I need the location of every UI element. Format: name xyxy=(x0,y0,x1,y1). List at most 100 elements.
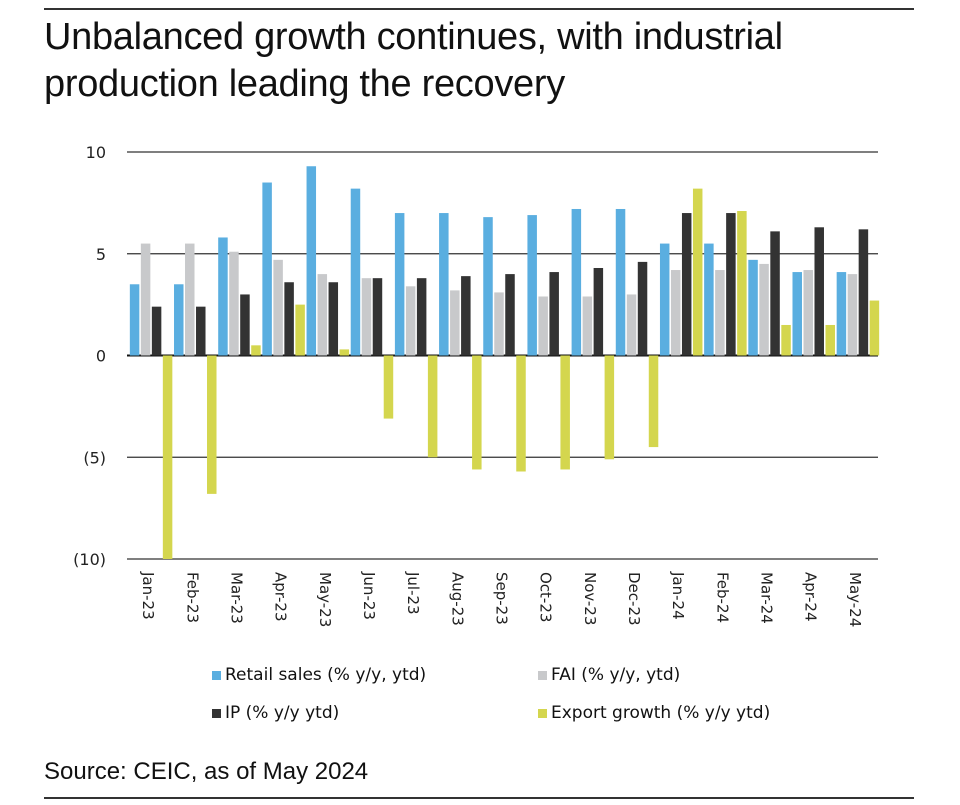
legend-swatch-ip xyxy=(212,708,221,718)
bar-export-may-23 xyxy=(339,349,350,356)
legend-item-fai: FAI (% y/y, ytd) xyxy=(538,665,680,685)
bottom-rule xyxy=(44,797,914,799)
bar-ip-nov-23 xyxy=(593,267,604,356)
bar-ip-mar-24 xyxy=(770,231,780,356)
source-note: Source: CEIC, as of May 2024 xyxy=(44,758,369,785)
bar-fai-feb-23 xyxy=(185,243,195,356)
legend-swatch-export-growth xyxy=(538,708,547,718)
legend-swatch-fai xyxy=(538,670,547,680)
bar-retail-jun-23 xyxy=(350,188,361,356)
legend-label-export-growth: Export growth (% y/y ytd) xyxy=(551,703,771,723)
y-tick-label: (5) xyxy=(83,448,106,467)
x-tick-label: Dec-23 xyxy=(625,572,643,626)
bar-ip-feb-23 xyxy=(196,306,206,356)
legend-swatch-retail-sales xyxy=(212,670,221,680)
bar-ip-aug-23 xyxy=(461,276,471,356)
x-axis-tick-labels: Jan-23 Feb-23 Mar-23 Apr-23 May-23 Jun-23 Jul-… xyxy=(139,571,864,627)
bar-export-feb-24 xyxy=(737,211,747,356)
bar-fai-apr-24 xyxy=(803,270,813,356)
bar-export-jul-23 xyxy=(427,355,438,458)
bar-export-jan-24 xyxy=(692,188,703,356)
bar-export-mar-23 xyxy=(251,345,261,356)
bar-retail-mar-24 xyxy=(748,259,758,356)
bar-ip-feb-24 xyxy=(726,213,736,356)
bar-export-may-24 xyxy=(869,300,880,356)
bar-fai-mar-24 xyxy=(759,263,769,356)
x-tick-label: Apr-23 xyxy=(272,572,290,622)
legend-item-retail-sales: Retail sales (% y/y, ytd) xyxy=(212,665,426,685)
legend-label-ip: IP (% y/y ytd) xyxy=(225,703,340,723)
x-tick-label: Sep-23 xyxy=(493,572,511,625)
bar-retail-may-23 xyxy=(306,166,317,356)
bar-fai-may-23 xyxy=(317,274,328,356)
bar-fai-jan-24 xyxy=(670,270,681,356)
x-tick-label: Mar-24 xyxy=(758,572,776,624)
bar-export-aug-23 xyxy=(472,355,482,470)
bars xyxy=(129,166,880,559)
bar-export-apr-23 xyxy=(295,304,305,356)
bar-fai-jul-23 xyxy=(405,286,416,356)
bar-retail-aug-23 xyxy=(439,213,449,356)
x-tick-label: Jun-23 xyxy=(360,571,378,620)
x-tick-label: Jan-23 xyxy=(139,571,157,620)
bar-retail-apr-23 xyxy=(262,182,272,356)
y-tick-label: (10) xyxy=(73,550,106,569)
y-tick-label: 5 xyxy=(96,245,106,264)
x-tick-label: Mar-23 xyxy=(227,572,245,624)
bar-fai-jun-23 xyxy=(361,278,372,356)
x-tick-label: Jan-24 xyxy=(669,571,687,620)
bar-retail-may-24 xyxy=(836,272,847,356)
bar-fai-nov-23 xyxy=(582,296,593,356)
bar-fai-apr-23 xyxy=(273,259,283,356)
bar-fai-oct-23 xyxy=(538,296,548,356)
bar-export-jun-23 xyxy=(383,355,394,419)
bar-export-jan-23 xyxy=(162,355,173,559)
bar-fai-aug-23 xyxy=(450,290,460,356)
bar-ip-jan-24 xyxy=(681,213,692,356)
y-tick-label: 10 xyxy=(86,143,106,162)
x-tick-label: May-23 xyxy=(316,572,334,627)
bar-export-sep-23 xyxy=(516,355,526,472)
legend-item-export-growth: Export growth (% y/y ytd) xyxy=(538,703,770,723)
bar-export-apr-24 xyxy=(825,324,835,356)
bar-fai-mar-23 xyxy=(229,251,239,356)
x-tick-label: Jul-23 xyxy=(404,571,422,615)
bar-fai-sep-23 xyxy=(494,292,504,356)
bar-fai-jan-23 xyxy=(140,243,151,356)
legend-item-ip: IP (% y/y ytd) xyxy=(212,703,339,723)
bar-retail-jul-23 xyxy=(394,213,405,356)
legend-label-fai: FAI (% y/y, ytd) xyxy=(551,665,681,685)
bar-retail-sep-23 xyxy=(483,217,493,356)
bar-export-dec-23 xyxy=(648,355,659,448)
bar-retail-nov-23 xyxy=(571,208,582,356)
bar-ip-sep-23 xyxy=(505,274,515,356)
legend-label-retail-sales: Retail sales (% y/y, ytd) xyxy=(225,665,427,685)
y-tick-label: 0 xyxy=(96,347,106,366)
bar-retail-jan-24 xyxy=(659,243,670,356)
top-rule xyxy=(44,8,914,10)
bar-export-mar-24 xyxy=(781,324,791,356)
bar-retail-dec-23 xyxy=(615,208,626,356)
bar-ip-may-23 xyxy=(328,282,339,356)
chart-title: Unbalanced growth continues, with indust… xyxy=(44,16,783,105)
bar-retail-feb-24 xyxy=(704,243,714,356)
bar-ip-may-24 xyxy=(858,229,869,356)
bar-fai-dec-23 xyxy=(626,294,637,356)
x-tick-label: Aug-23 xyxy=(448,572,466,626)
x-tick-label: Oct-23 xyxy=(537,572,555,622)
y-axis-tick-labels: 10 5 0 (5) (10) xyxy=(73,143,106,569)
bar-retail-jan-23 xyxy=(129,284,140,356)
bar-retail-mar-23 xyxy=(218,237,228,356)
bar-ip-dec-23 xyxy=(637,261,648,356)
bar-ip-jan-23 xyxy=(151,306,162,356)
bar-retail-feb-23 xyxy=(174,284,184,356)
bar-export-nov-23 xyxy=(604,355,615,460)
bar-ip-apr-23 xyxy=(284,282,294,356)
bar-export-feb-23 xyxy=(207,355,217,494)
bar-ip-jun-23 xyxy=(372,278,383,356)
x-tick-label: May-24 xyxy=(846,572,864,627)
bar-fai-may-24 xyxy=(847,274,858,356)
bar-fai-feb-24 xyxy=(715,270,725,356)
bar-ip-apr-24 xyxy=(814,227,824,356)
